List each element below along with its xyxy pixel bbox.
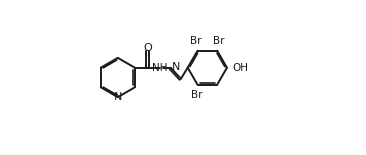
Text: O: O [143,43,152,53]
Text: N: N [113,92,122,102]
Text: Br: Br [190,35,202,46]
Text: OH: OH [232,63,248,73]
Text: N: N [172,62,180,72]
Text: Br: Br [213,35,225,46]
Text: Br: Br [191,90,202,100]
Text: NH: NH [152,63,167,73]
